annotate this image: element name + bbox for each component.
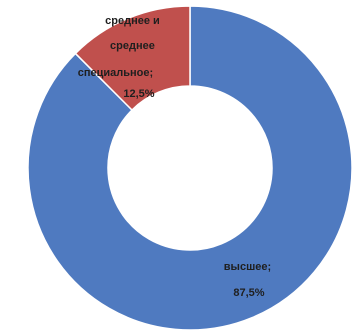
slice-value-1: 12,5% xyxy=(123,88,154,100)
slice-label-1-line-2: среднее xyxy=(110,40,155,52)
slice-label-1-line-3: специальное; xyxy=(78,67,153,79)
slices-group xyxy=(27,5,353,331)
slice-label-0: высшее; 87,5% xyxy=(224,261,274,299)
slice-label-0-line-1: высшее; xyxy=(224,261,271,273)
slice-1 xyxy=(74,5,191,112)
slice-value-0: 87,5% xyxy=(233,287,264,299)
slice-label-1-line-1: среднее и xyxy=(105,15,160,27)
slice-label-1: среднее и среднее специальное; 12,5% xyxy=(78,15,163,100)
